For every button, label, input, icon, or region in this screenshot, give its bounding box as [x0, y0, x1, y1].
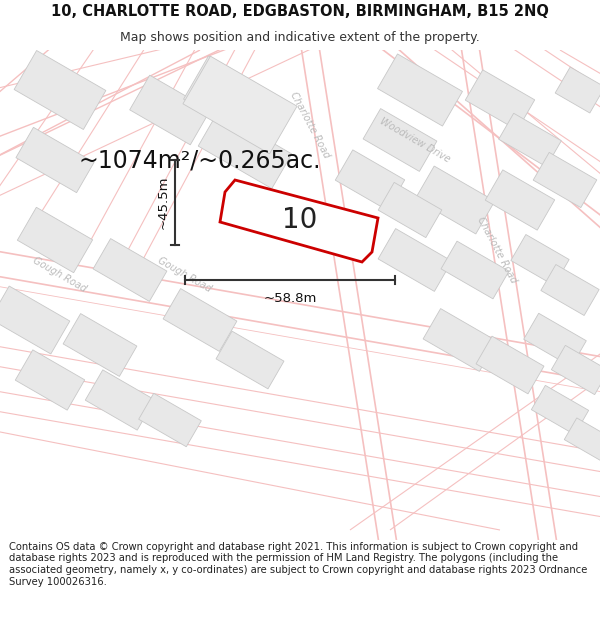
Text: ~1074m²/~0.265ac.: ~1074m²/~0.265ac. — [79, 148, 321, 172]
Polygon shape — [216, 331, 284, 389]
Polygon shape — [378, 182, 442, 238]
Polygon shape — [378, 229, 452, 291]
Polygon shape — [335, 150, 405, 210]
Polygon shape — [415, 166, 495, 234]
Text: Gough Road: Gough Road — [31, 256, 89, 294]
Polygon shape — [423, 309, 497, 371]
Text: Woodview Drive: Woodview Drive — [378, 116, 452, 164]
Polygon shape — [93, 239, 167, 301]
Text: ~58.8m: ~58.8m — [263, 291, 317, 304]
Polygon shape — [377, 54, 463, 126]
Polygon shape — [555, 67, 600, 113]
Text: Charlotte Road: Charlotte Road — [475, 215, 518, 285]
Text: Gough Road: Gough Road — [157, 256, 214, 294]
Polygon shape — [441, 241, 509, 299]
Polygon shape — [184, 56, 286, 144]
Polygon shape — [198, 111, 292, 189]
Polygon shape — [551, 346, 600, 394]
Polygon shape — [541, 264, 599, 316]
Polygon shape — [465, 70, 535, 130]
Polygon shape — [130, 75, 211, 145]
Polygon shape — [85, 370, 155, 430]
Text: 10, CHARLOTTE ROAD, EDGBASTON, BIRMINGHAM, B15 2NQ: 10, CHARLOTTE ROAD, EDGBASTON, BIRMINGHA… — [51, 4, 549, 19]
Polygon shape — [524, 313, 586, 367]
Polygon shape — [17, 208, 92, 272]
Polygon shape — [14, 51, 106, 129]
Text: ~45.5m: ~45.5m — [157, 176, 170, 229]
Text: Map shows position and indicative extent of the property.: Map shows position and indicative extent… — [120, 31, 480, 44]
Polygon shape — [499, 113, 562, 167]
Polygon shape — [139, 393, 202, 447]
Polygon shape — [476, 336, 544, 394]
Polygon shape — [0, 286, 70, 354]
Polygon shape — [163, 289, 237, 351]
Polygon shape — [63, 314, 137, 376]
Text: 10: 10 — [283, 206, 317, 234]
Polygon shape — [485, 170, 555, 230]
Polygon shape — [183, 56, 297, 154]
Polygon shape — [532, 386, 589, 434]
Polygon shape — [511, 234, 569, 286]
Polygon shape — [533, 152, 597, 208]
Polygon shape — [220, 180, 378, 262]
Polygon shape — [16, 127, 94, 192]
Text: Contains OS data © Crown copyright and database right 2021. This information is : Contains OS data © Crown copyright and d… — [9, 542, 587, 587]
Polygon shape — [15, 350, 85, 410]
Text: Charlotte Road: Charlotte Road — [289, 90, 332, 160]
Polygon shape — [564, 418, 600, 462]
Polygon shape — [363, 109, 437, 171]
